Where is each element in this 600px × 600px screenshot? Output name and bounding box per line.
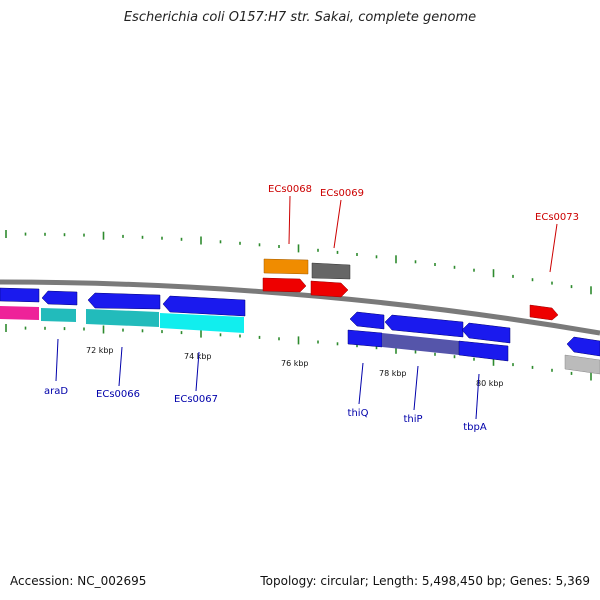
gene-ecs0073[interactable] — [529, 304, 559, 321]
gene-ecs0066-teal — [86, 309, 159, 327]
gene-label-ecs0067[interactable]: ECs0067 — [174, 394, 218, 405]
gene-label-arad[interactable]: araD — [44, 386, 68, 397]
gene-thiq[interactable] — [349, 311, 385, 330]
gene-right-gray — [564, 354, 600, 375]
leader-tbpa — [475, 373, 480, 420]
gene-ecs0067-cyan — [160, 313, 244, 333]
gene-arad-teal — [41, 308, 76, 322]
gene-arad[interactable] — [41, 290, 78, 306]
scale-label-76kbp: 76 kbp — [281, 359, 309, 368]
gene-label-ecs0069[interactable]: ECs0069 — [320, 188, 364, 199]
gene-left-magenta — [0, 306, 39, 320]
scale-label-72kbp: 72 kbp — [86, 346, 114, 355]
accession-text: Accession: NC_002695 — [10, 574, 147, 588]
gene-label-thiq[interactable]: thiQ — [348, 408, 369, 419]
gene-ecs0067[interactable] — [162, 295, 246, 317]
scale-label-74kbp: 74 kbp — [184, 352, 212, 361]
gene-thip-row2 — [382, 333, 459, 355]
gene-label-ecs0073[interactable]: ECs0073 — [535, 212, 579, 223]
leader-thiq — [358, 362, 364, 405]
gene-ecs0066[interactable] — [87, 292, 161, 310]
gene-thiq-row2 — [347, 329, 383, 348]
gene-ecs0068[interactable] — [262, 277, 307, 293]
leader-ecs0073 — [549, 223, 558, 273]
gene-label-tbpa[interactable]: tbpA — [463, 422, 487, 433]
leader-arad — [55, 338, 59, 382]
genome-title: Escherichia coli O157:H7 str. Sakai, com… — [123, 10, 477, 25]
gene-ecs0069[interactable] — [310, 280, 349, 298]
leader-ecs0067 — [195, 351, 200, 392]
leader-thip — [413, 365, 419, 411]
scale-label-80kbp: 80 kbp — [476, 379, 504, 388]
gene-right-blue[interactable] — [566, 336, 600, 357]
genome-backbone — [0, 279, 600, 336]
gene-thip[interactable] — [384, 314, 464, 338]
gene-label-ecs0066[interactable]: ECs0066 — [96, 389, 140, 400]
leader-ecs0068 — [288, 195, 291, 245]
gene-tbpa-row2 — [458, 340, 509, 362]
gene-ecs0069-gray[interactable] — [311, 262, 351, 280]
gene-label-ecs0068[interactable]: ECs0068 — [268, 184, 312, 195]
gene-tbpa[interactable] — [461, 322, 511, 344]
scale-ticks-outer — [5, 230, 592, 295]
gene-label-thip[interactable]: thiP — [403, 414, 422, 425]
scale-label-78kbp: 78 kbp — [379, 369, 407, 378]
leader-ecs0069 — [333, 199, 342, 249]
gene-ecs0068-orange[interactable] — [263, 258, 309, 275]
leader-ecs0066 — [118, 346, 123, 387]
genome-summary-text: Topology: circular; Length: 5,498,450 bp… — [260, 574, 590, 588]
scale-ticks-inner — [5, 324, 592, 381]
gene-left-blue[interactable] — [0, 287, 40, 303]
